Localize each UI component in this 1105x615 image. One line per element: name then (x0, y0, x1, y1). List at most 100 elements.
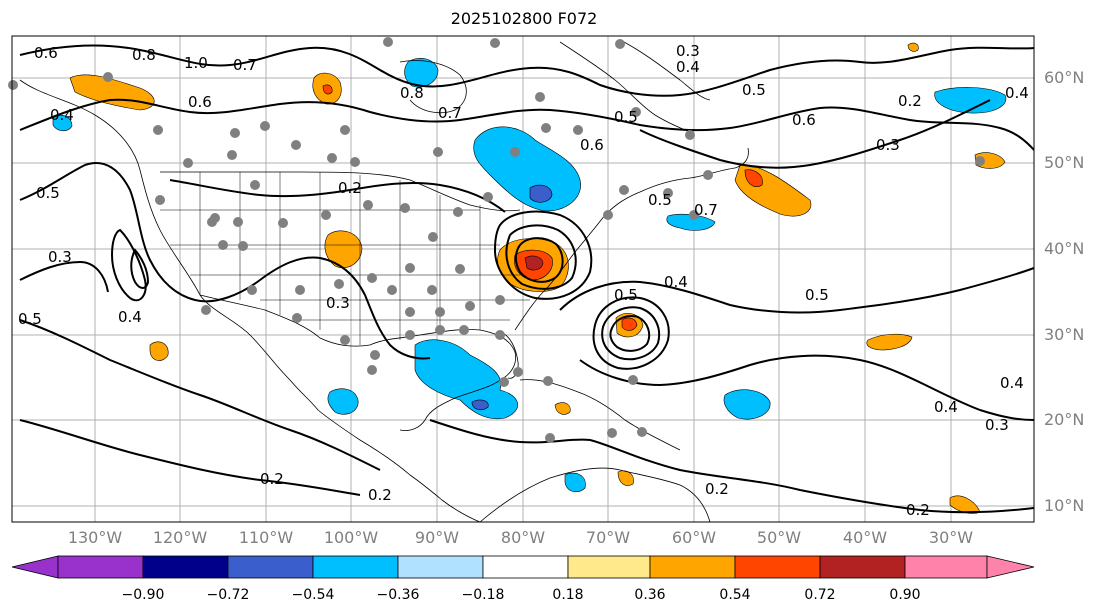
contour-label: 0.2 (898, 92, 922, 110)
colorbar-bin (482, 555, 569, 579)
contour-label: 0.2 (906, 501, 930, 519)
colorbar-extend-low (11, 555, 59, 579)
lon-label: 110°W (238, 528, 294, 547)
negative-anomaly-labrador (404, 57, 439, 88)
lon-label: 50°W (756, 528, 802, 547)
lon-label: 130°W (67, 528, 123, 547)
contour-label: 0.3 (985, 416, 1009, 434)
contour-label: 0.5 (614, 108, 638, 126)
lon-label: 90°W (414, 528, 460, 547)
lat-label: 10°N (1044, 496, 1085, 515)
colorbar-extend-high (986, 555, 1035, 579)
lat-label: 20°N (1044, 410, 1085, 429)
contour-label: 1.0 (184, 54, 208, 72)
chart-title: 2025102800 F072 (450, 9, 598, 28)
positive-anomaly-east-atlantic (866, 333, 913, 351)
lon-label: 60°W (671, 528, 717, 547)
contour-lines (19, 44, 1035, 514)
lat-label: 60°N (1044, 68, 1085, 87)
negative-anomaly-caribbean (327, 388, 359, 415)
colorbar-tick-label: −0.90 (121, 587, 165, 603)
contour-label: 0.4 (1000, 374, 1024, 392)
contour-label: 0.2 (705, 480, 729, 498)
contour-label: 0.5 (18, 310, 42, 328)
station-markers (8, 37, 985, 443)
contour-label: 0.5 (614, 286, 638, 304)
colorbar-tick-label: 0.18 (552, 587, 584, 603)
colorbar-tick-label: −0.72 (206, 587, 250, 603)
lon-label: 100°W (323, 528, 379, 547)
positive-anomaly-greenland (907, 42, 919, 52)
contour-label: 0.7 (438, 104, 462, 122)
contour-label: 0.4 (664, 273, 688, 291)
lon-label: 30°W (928, 528, 974, 547)
colorbar-bin (904, 555, 988, 579)
contour-label: 0.6 (188, 93, 212, 111)
positive-anomaly-east-coast-max (524, 255, 544, 271)
colorbar-bin (819, 555, 906, 579)
coast-south-america (479, 467, 711, 523)
colorbar-bin (649, 555, 736, 579)
lon-label: 120°W (152, 528, 208, 547)
graticule (12, 36, 1034, 522)
contour-label: 0.4 (934, 398, 958, 416)
colorbar-tick-label: 0.72 (804, 587, 836, 603)
contour-label: 0.4 (1005, 84, 1029, 102)
lat-label: 50°N (1044, 153, 1085, 172)
lat-label: 30°N (1044, 325, 1085, 344)
colorbar-bin (227, 555, 314, 579)
negative-anomaly-core (529, 184, 553, 203)
colorbar-tick-label: 0.90 (889, 587, 921, 603)
positive-anomaly-pacific-small (149, 341, 169, 361)
coast-gulf-of-mexico (369, 329, 517, 431)
contour-label: 0.5 (805, 286, 829, 304)
coast-central-america (317, 409, 481, 523)
colorbar-tick-label: 0.54 (719, 587, 751, 603)
border-us-canada (159, 171, 521, 212)
coast-florida (499, 331, 519, 379)
contour-label: 0.2 (260, 470, 284, 488)
contour-label: 0.5 (742, 81, 766, 99)
contour-label: 0.3 (326, 294, 350, 312)
colorbar-tick-label: −0.18 (461, 587, 505, 603)
negative-anomaly-south (564, 472, 586, 493)
contour-label: 0.6 (792, 111, 816, 129)
colorbar-bin (567, 555, 651, 579)
negative-anomaly-north (934, 87, 1007, 114)
contour-label: 0.4 (118, 308, 142, 326)
positive-anomaly-plains (324, 230, 363, 268)
negative-anomaly-gulf-core (471, 399, 489, 411)
lon-label: 80°W (500, 528, 546, 547)
border-us-mexico (199, 294, 371, 347)
colorbar-bin (57, 555, 144, 579)
colorbar-tick-label: −0.36 (376, 587, 420, 603)
colorbar-bin (312, 555, 399, 579)
positive-anomaly-caribbean-small (554, 402, 571, 415)
positive-anomaly-hurricane-core (621, 317, 638, 331)
anomaly-fills (52, 42, 1007, 514)
colorbar-tick-label: 0.36 (634, 587, 666, 603)
contour-label: 0.7 (233, 56, 257, 74)
contour-label: 0.3 (876, 136, 900, 154)
contour-labels: 0.6 0.8 1.0 0.7 0.6 0.4 0.7 0.5 0.3 0.4 … (18, 42, 1029, 519)
contour-label: 0.8 (400, 84, 424, 102)
contour-label: 0.3 (48, 248, 72, 266)
colorbar-bin (397, 555, 484, 579)
contour-label: 0.8 (132, 46, 156, 64)
positive-anomaly-canada-core (322, 84, 333, 95)
colorbar-bin (142, 555, 229, 579)
colorbar-bin (734, 555, 821, 579)
contour-label: 0.5 (36, 184, 60, 202)
contour-label: 0.6 (580, 136, 604, 154)
colorbar-tick-label: −0.54 (291, 587, 335, 603)
negative-anomaly-pacific (52, 114, 73, 132)
contour-label: 0.2 (368, 486, 392, 504)
contour-label: 0.7 (694, 201, 718, 219)
contour-label: 0.4 (676, 58, 700, 76)
coast-west-north-america (19, 79, 319, 411)
contour-label: 0.2 (338, 179, 362, 197)
map-frame (11, 35, 1035, 523)
lat-label: 40°N (1044, 239, 1085, 258)
positive-anomaly-northeast-core (744, 169, 763, 188)
